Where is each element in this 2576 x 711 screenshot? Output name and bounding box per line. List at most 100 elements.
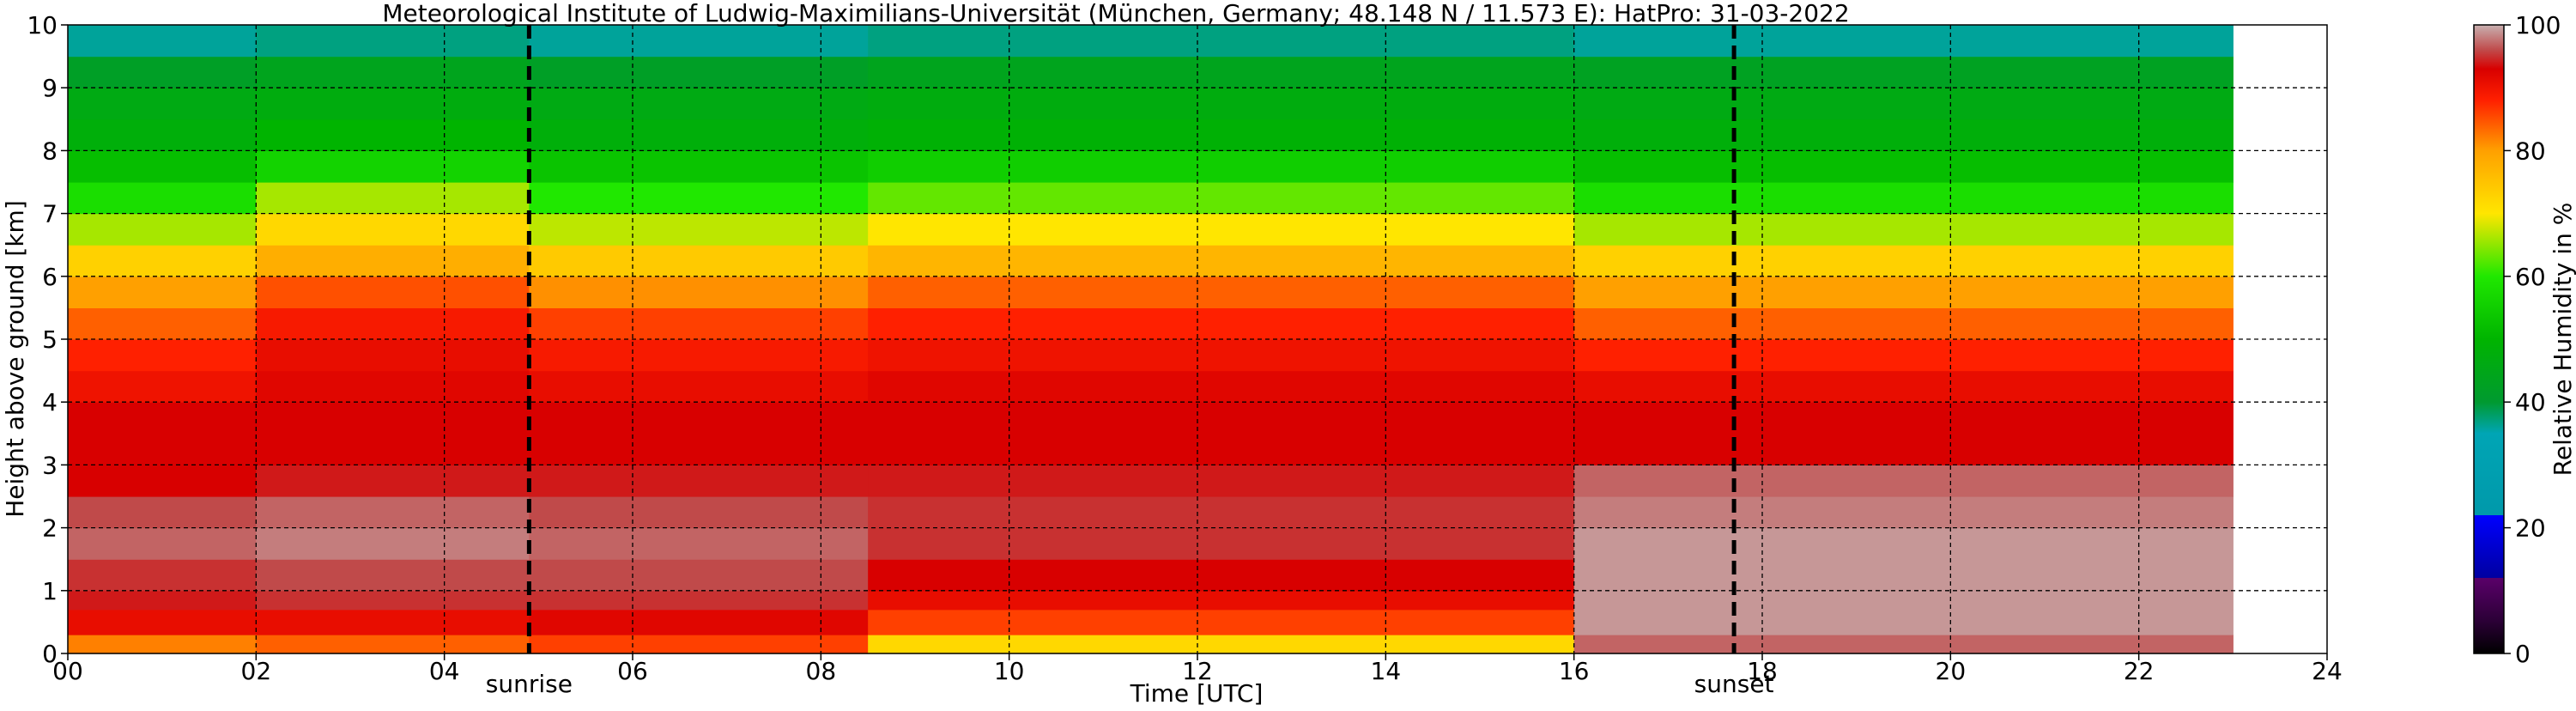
y-tick-label: 5 (42, 325, 58, 354)
heatmap-cell (529, 590, 869, 611)
heatmap-cell (529, 25, 869, 58)
heatmap-cell (868, 182, 1575, 215)
colorbar-frame (2473, 24, 2505, 654)
heatmap-cell (1573, 88, 2234, 120)
colorbar: 0 20 40 60 80 100 (2473, 11, 2561, 668)
heatmap-cell (256, 150, 530, 183)
heatmap-cell (256, 88, 530, 120)
heatmap-cell (529, 307, 869, 340)
colorbar-tick-label: 20 (2515, 514, 2546, 543)
colorbar-label: Relative Humidity in % (2549, 203, 2576, 477)
heatmap-cell (68, 150, 257, 183)
heatmap-cell (256, 433, 530, 465)
heatmap-cell (1573, 609, 2234, 635)
heatmap-cell (868, 465, 1575, 497)
heatmap-cell (68, 370, 257, 403)
heatmap-cell (868, 370, 1575, 403)
heatmap-cell (256, 307, 530, 340)
heatmap-cell (68, 245, 257, 277)
heatmap-cell (256, 527, 530, 560)
heatmap-cell (68, 276, 257, 308)
heatmap-cell (256, 402, 530, 434)
heatmap-cell (256, 590, 530, 611)
heatmap-cell (68, 433, 257, 465)
heatmap-cell (256, 339, 530, 372)
heatmap-cell (1573, 496, 2234, 529)
colorbar-tick-label: 40 (2515, 388, 2546, 416)
x-axis-label: Time [UTC] (1130, 679, 1264, 708)
x-tick-label: 04 (429, 657, 460, 685)
heatmap-cell (529, 118, 869, 151)
heatmap-cell (68, 25, 257, 58)
x-tick-label: 10 (994, 657, 1025, 685)
heatmap-cell (256, 635, 530, 654)
heatmap-cell (68, 307, 257, 340)
heatmap-cell (68, 609, 257, 635)
heatmap-cell (529, 276, 869, 308)
heatmap-cell (68, 496, 257, 529)
colorbar-tick-label: 100 (2515, 11, 2561, 40)
heatmap-cell (529, 527, 869, 560)
heatmap-cell (256, 465, 530, 497)
heatmap-cell (68, 590, 257, 611)
heatmap-cell (1573, 402, 2234, 434)
y-tick-label: 7 (42, 200, 58, 228)
heatmap-cell (868, 118, 1575, 151)
sunset-label: sunset (1694, 670, 1774, 698)
heatmap-cell (1573, 276, 2234, 308)
heatmap-cell (868, 25, 1575, 58)
heatmap-cell (529, 465, 869, 497)
heatmap-cell (256, 56, 530, 88)
heatmap-cell (68, 213, 257, 246)
y-tick-label: 10 (27, 11, 58, 40)
y-tick-label: 6 (42, 263, 58, 291)
heatmap-cell (68, 465, 257, 497)
heatmap-cell (256, 276, 530, 308)
heatmap-cell (1573, 56, 2234, 88)
heatmap-cell (1573, 370, 2234, 403)
heatmap-cell (1573, 213, 2234, 246)
heatmap-cell (529, 339, 869, 372)
heatmap-cell (529, 245, 869, 277)
heatmap-cell (68, 88, 257, 120)
heatmap-cell (529, 433, 869, 465)
colorbar-tick-label: 0 (2515, 640, 2531, 668)
y-tick-label: 4 (42, 388, 58, 416)
x-axis: 00 02 04 06 08 10 12 14 16 18 20 22 24 (52, 653, 2343, 685)
heatmap-cell (868, 56, 1575, 88)
x-tick-label: 18 (1747, 657, 1778, 685)
heatmap-cell (68, 56, 257, 88)
heatmap-cell (68, 635, 257, 654)
x-tick-label: 24 (2312, 657, 2343, 685)
heatmap-cell (868, 590, 1575, 611)
heatmap-cell (868, 609, 1575, 635)
y-tick-label: 8 (42, 137, 58, 165)
heatmap-cell (68, 182, 257, 215)
heatmap-cell (868, 245, 1575, 277)
x-tick-label: 02 (241, 657, 272, 685)
heatmap-cell (868, 635, 1575, 654)
heatmap-cell (868, 527, 1575, 560)
colorbar-tick-label: 80 (2515, 137, 2546, 165)
heatmap-cell (1573, 182, 2234, 215)
heatmap-cell (68, 559, 257, 592)
heatmap-cell (1573, 527, 2234, 560)
heatmap-cell (68, 339, 257, 372)
heatmap-cell (68, 527, 257, 560)
y-tick-label: 3 (42, 451, 58, 479)
heatmap-cell (256, 370, 530, 403)
heatmap-cell (256, 609, 530, 635)
y-axis: 0 1 2 3 4 5 6 7 8 9 10 (27, 11, 68, 668)
x-tick-label: 08 (806, 657, 837, 685)
x-tick-label: 06 (617, 657, 648, 685)
heatmap-cell (256, 245, 530, 277)
heatmap-cell (868, 339, 1575, 372)
y-tick-label: 1 (42, 577, 58, 605)
heatmap-cell (868, 213, 1575, 246)
heatmap-cell (256, 118, 530, 151)
heatmap-cell (68, 118, 257, 151)
heatmap-cell (529, 559, 869, 592)
heatmap-cell (1573, 25, 2234, 58)
